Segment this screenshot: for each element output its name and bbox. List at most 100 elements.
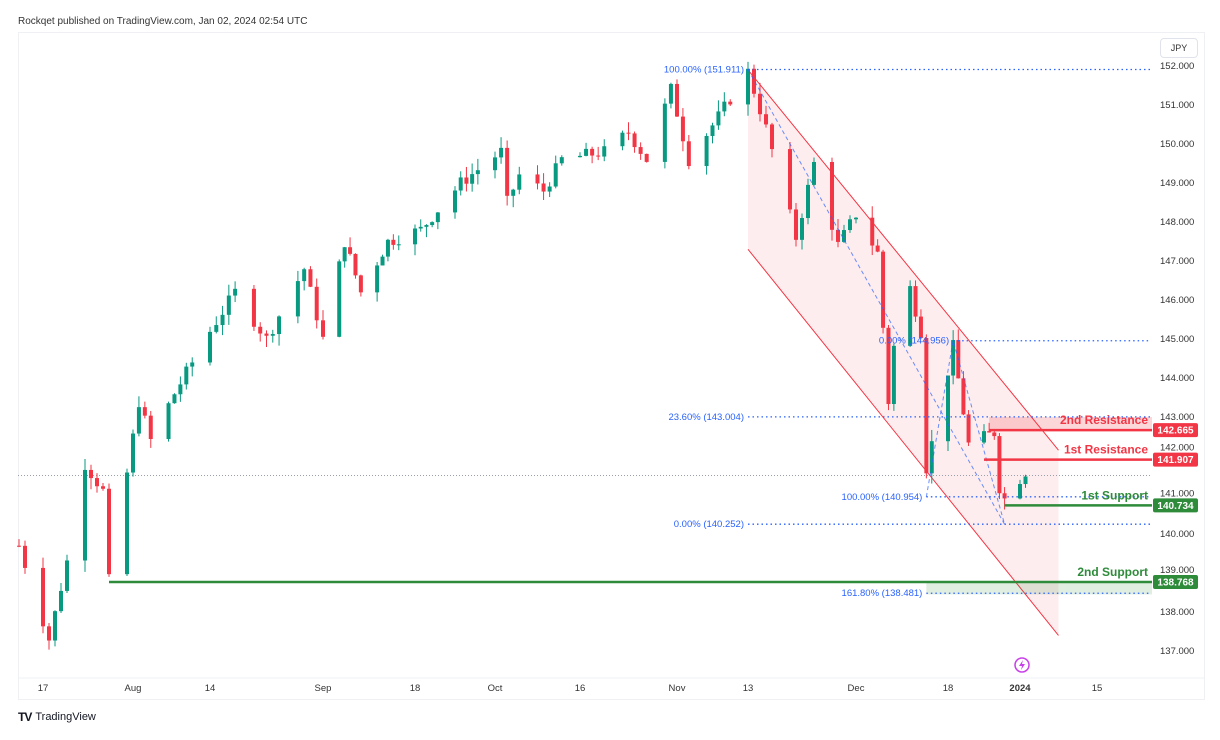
candle — [270, 329, 275, 343]
candle — [908, 280, 913, 347]
resistance-zone — [989, 417, 1152, 431]
candle-body — [475, 170, 480, 175]
candle-body — [464, 177, 469, 184]
candle — [668, 82, 673, 109]
candle-body — [380, 256, 385, 266]
candle-body — [83, 469, 87, 561]
candle-body — [337, 261, 342, 337]
candle-body — [875, 245, 880, 252]
candle — [644, 153, 649, 163]
candle — [848, 215, 852, 233]
candle — [626, 122, 631, 141]
bolt-glyph — [1019, 660, 1025, 670]
candle — [716, 100, 721, 130]
candle-body — [854, 217, 858, 220]
candle — [746, 61, 750, 116]
candle-body — [961, 378, 966, 415]
candle — [464, 166, 469, 192]
time-tick: Nov — [669, 683, 686, 694]
support-label: 1st Support — [1081, 488, 1148, 502]
candle-body — [590, 148, 595, 156]
channel-upper-line — [747, 69, 1059, 451]
time-tick: 14 — [205, 683, 216, 694]
fib-level-label: 100.00% (151.911) — [664, 64, 744, 75]
candle — [258, 322, 263, 342]
candle-body — [17, 545, 21, 547]
tv-logo-icon: TV — [18, 710, 32, 724]
candle — [430, 221, 435, 228]
candle — [226, 284, 231, 325]
candle — [812, 157, 816, 186]
candle — [770, 122, 774, 158]
price-tick: 143.000 — [1160, 412, 1194, 423]
candle — [638, 142, 643, 160]
candle — [302, 267, 307, 291]
candle — [836, 219, 840, 248]
candle — [166, 401, 171, 442]
candle — [413, 224, 417, 256]
price-badge-text: 142.665 — [1157, 426, 1194, 437]
candle — [722, 92, 727, 117]
candle-body — [131, 433, 135, 473]
candle — [686, 135, 691, 170]
candle-body — [23, 545, 27, 568]
candle — [424, 224, 429, 238]
candle-body — [924, 337, 929, 474]
candle — [353, 253, 358, 279]
candle-body — [836, 229, 840, 242]
price-tick: 151.000 — [1160, 100, 1194, 111]
time-tick: 13 — [743, 683, 754, 694]
candle — [758, 82, 762, 122]
candle — [470, 163, 475, 192]
time-tick: Sep — [315, 683, 332, 694]
fib-level-label: 23.60% (143.004) — [668, 412, 744, 423]
candle-body — [870, 217, 875, 246]
candle — [23, 540, 27, 574]
candle-body — [136, 407, 141, 434]
price-badge — [1153, 498, 1198, 513]
candle-body — [553, 163, 558, 187]
candle-body — [125, 472, 129, 575]
channel-fill — [748, 69, 1059, 636]
candle — [148, 410, 153, 448]
candle-body — [908, 286, 913, 346]
candle — [602, 139, 607, 162]
candle — [680, 108, 685, 152]
candle-body — [584, 148, 589, 156]
time-tick: Oct — [488, 683, 503, 694]
publisher-line: Rockqet published on TradingView.com, Ja… — [18, 16, 308, 27]
candle-body — [716, 111, 721, 126]
candle — [982, 424, 986, 445]
candle-body — [946, 375, 950, 442]
price-tick: 152.000 — [1160, 61, 1194, 72]
candle — [886, 324, 891, 411]
candle-body — [214, 325, 219, 332]
candle-body — [499, 147, 504, 158]
candle-body — [453, 190, 457, 213]
candle-body — [458, 177, 463, 191]
chart-frame — [18, 32, 1205, 700]
currency-label[interactable]: JPY — [1160, 38, 1198, 58]
candle — [704, 133, 709, 175]
candle — [764, 105, 768, 128]
candle-body — [220, 314, 225, 326]
price-badge — [1153, 423, 1198, 438]
candle-body — [602, 146, 607, 157]
candle — [458, 171, 463, 196]
candle — [870, 206, 875, 256]
candle-body — [728, 101, 733, 105]
candle-body — [375, 265, 380, 293]
candle-body — [470, 174, 475, 184]
price-tick: 140.000 — [1160, 529, 1194, 540]
candle-body — [101, 486, 105, 489]
candle-body — [632, 133, 637, 148]
candle-body — [547, 186, 552, 192]
candle — [308, 266, 313, 288]
candle — [547, 182, 552, 198]
event-bolt-icon[interactable] — [1014, 657, 1030, 673]
candle — [800, 213, 804, 250]
candle — [966, 410, 971, 447]
tradingview-logo[interactable]: TV TradingView — [18, 710, 96, 724]
candle — [65, 554, 69, 593]
